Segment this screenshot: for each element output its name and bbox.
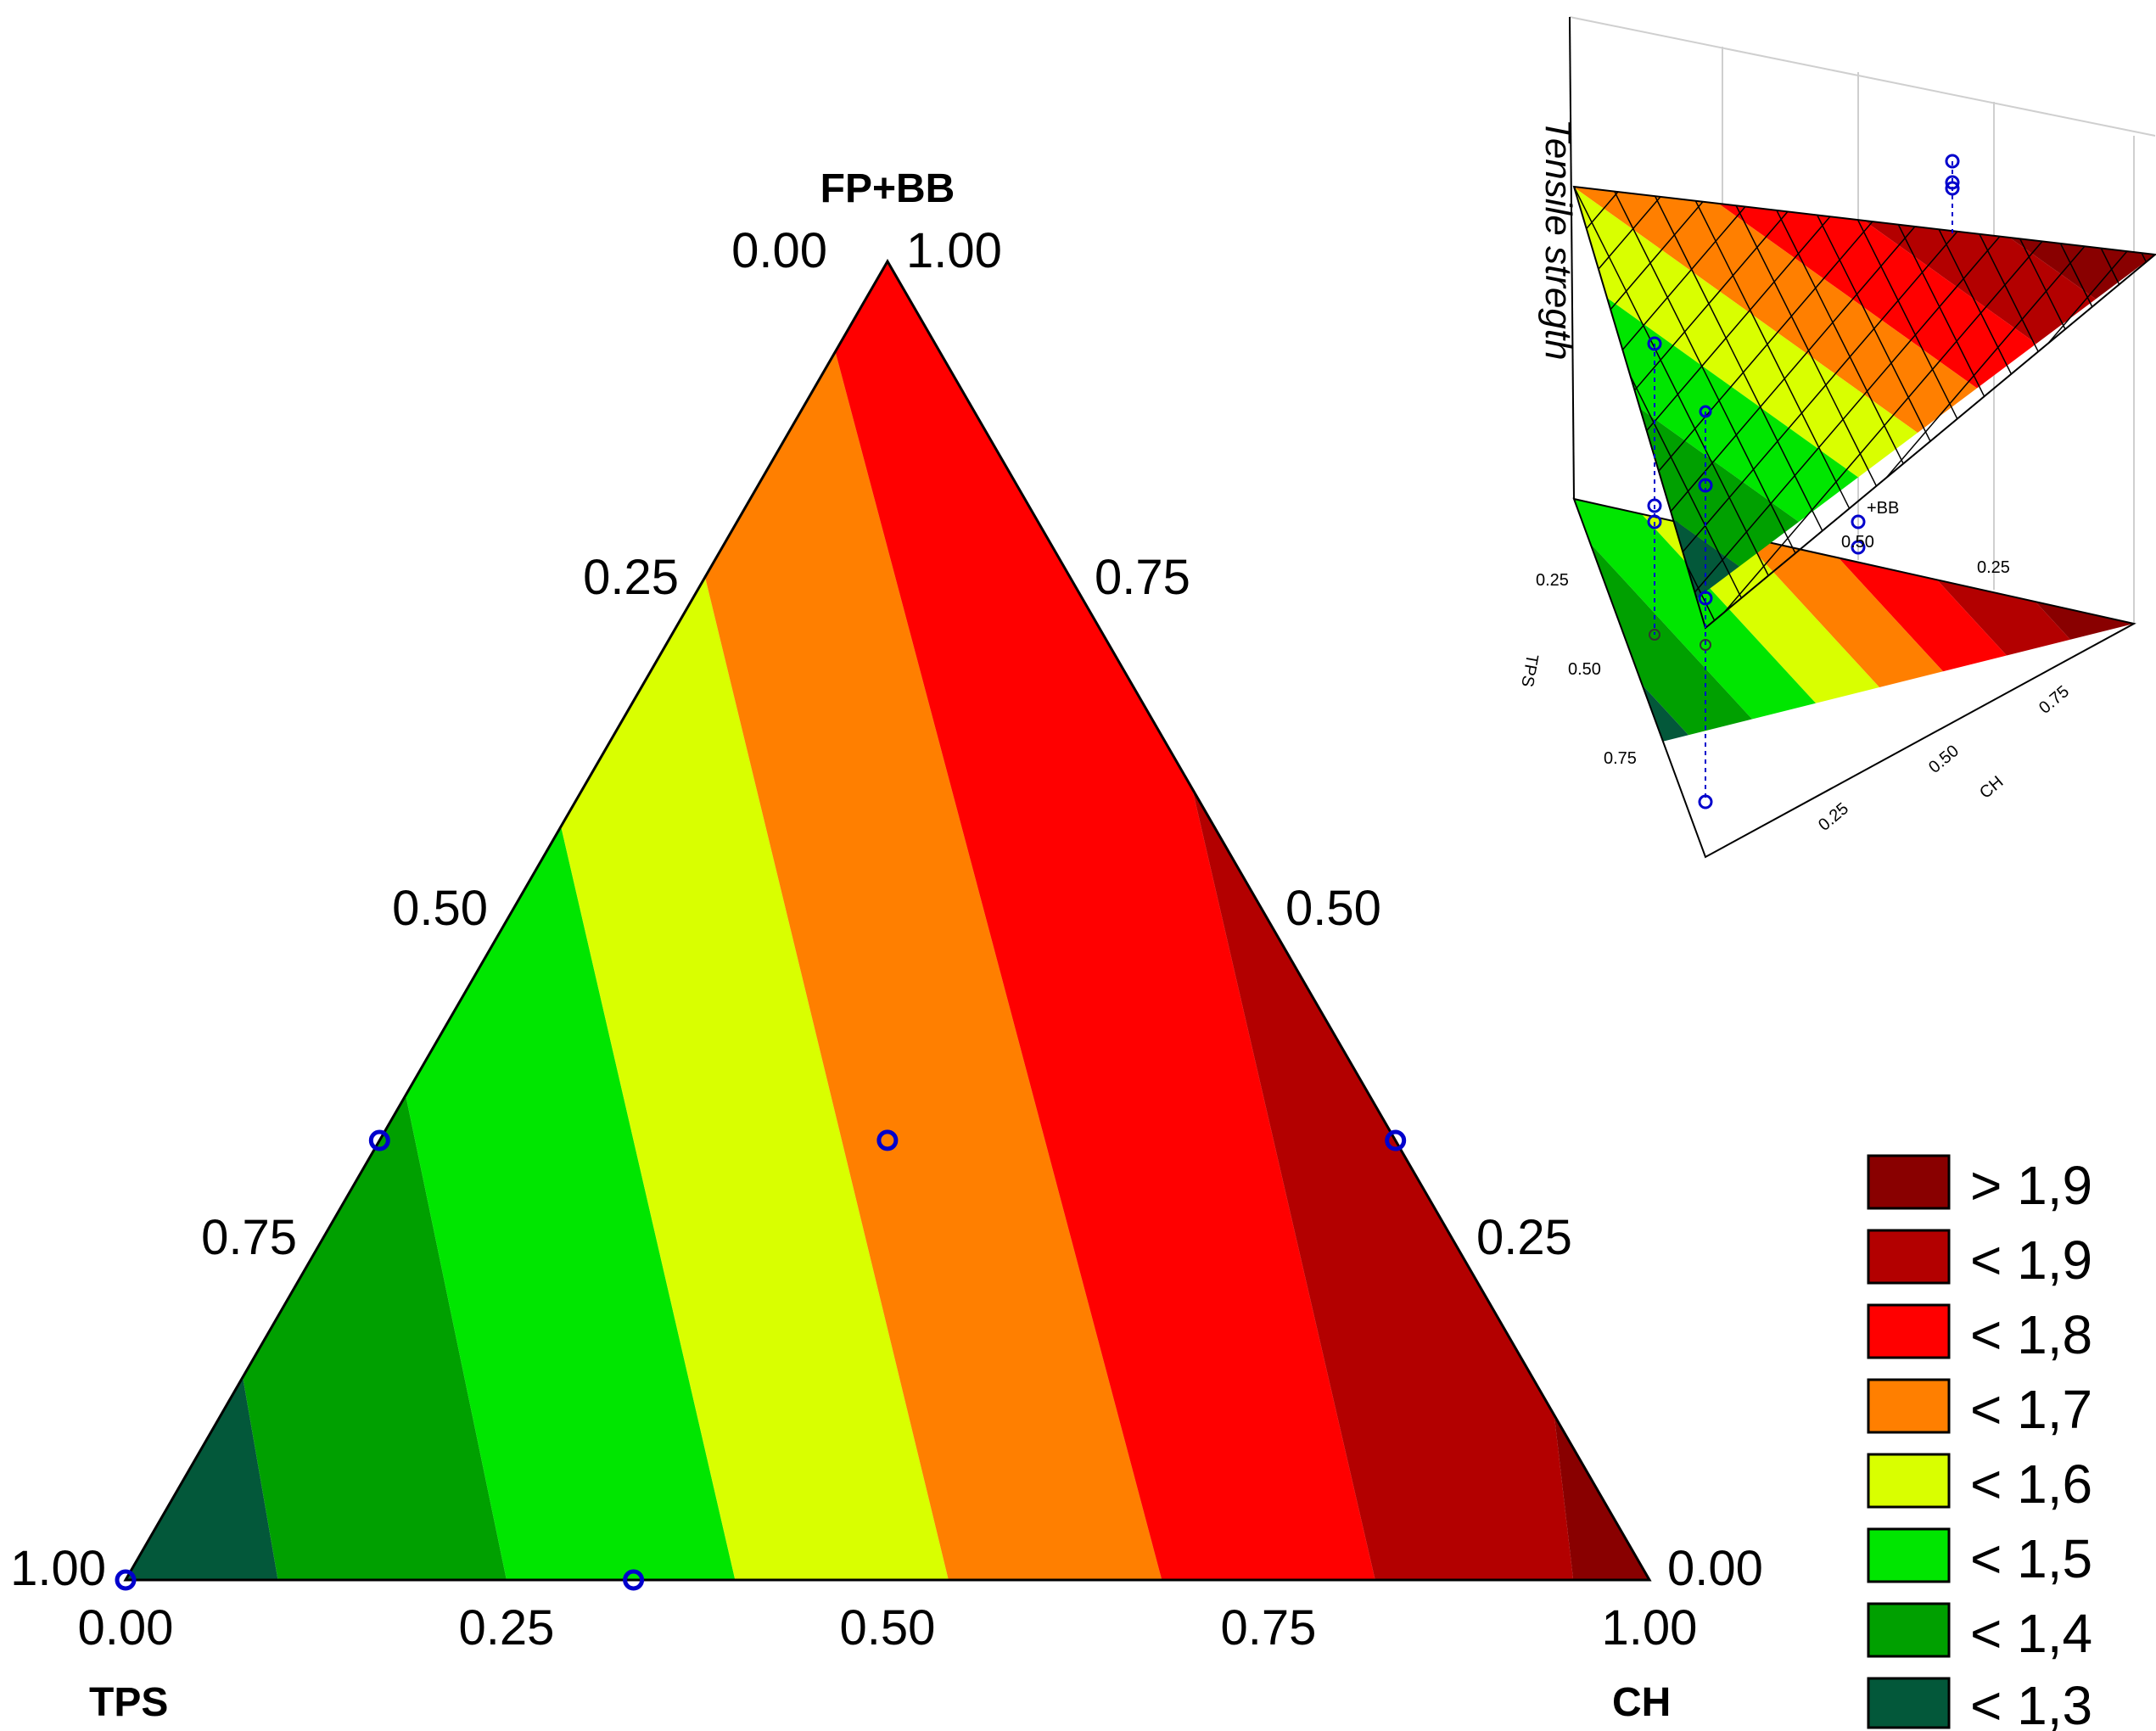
tick-label: 0.25 <box>1476 1210 1572 1265</box>
inset-mesh-line <box>1574 187 1944 628</box>
left-axis-ticks: 0.00 0.25 0.50 0.75 1.00 <box>10 223 827 1596</box>
legend-label: < 1,3 <box>1970 1675 2092 1731</box>
vertex-label-top: FP+BB <box>820 166 955 211</box>
legend-label: < 1,9 <box>1970 1230 2092 1291</box>
design-point <box>623 1569 645 1591</box>
inset-base-band <box>1574 499 1752 736</box>
inset-surface <box>1574 187 2155 611</box>
inset-mesh-line <box>1666 187 2155 628</box>
inset-tick-ch-050: 0.50 <box>1925 742 1963 777</box>
tick-label: 0.00 <box>78 1600 174 1655</box>
inset-tick-back-025: 0.25 <box>1977 558 2010 577</box>
triangle-outline <box>123 259 1652 1582</box>
tick-label: 0.25 <box>459 1600 555 1655</box>
contour-band <box>628 261 1162 1580</box>
inset-surface-band <box>1574 187 1977 433</box>
legend-swatch <box>1867 1154 1951 1210</box>
legend-label: < 1,7 <box>1970 1379 2092 1440</box>
vertex-label-right: CH <box>1612 1680 1671 1725</box>
contour-band <box>126 261 278 1580</box>
inset-z-axis <box>1569 16 1575 500</box>
legend-label: > 1,9 <box>1970 1155 2092 1216</box>
design-point <box>115 1569 137 1591</box>
inset-mesh-line <box>2040 187 2155 628</box>
inset-label-tps: TPS <box>1517 653 1541 688</box>
legend-swatch <box>1867 1677 1951 1729</box>
inset-mesh-line <box>1993 187 2155 628</box>
legend: > 1,9 < 1,9 < 1,8 < 1,7 < 1,6 < 1,5 < 1,… <box>1867 1154 2092 1731</box>
tick-label: 0.75 <box>1095 550 1190 605</box>
legend-label: < 1,5 <box>1970 1528 2092 1589</box>
inset-mesh-line <box>2061 187 2155 628</box>
inset-mesh-line <box>1620 187 2131 628</box>
tick-label: 0.25 <box>583 550 679 605</box>
legend-swatch <box>1867 1378 1951 1434</box>
contour-band <box>811 261 1375 1580</box>
legend-swatch <box>1867 1602 1951 1658</box>
design-points <box>115 1129 1407 1591</box>
inset-mesh-line <box>1184 170 1438 679</box>
inset-tick-back-050: 0.50 <box>1841 533 1874 552</box>
inset-base-band <box>1574 499 1816 720</box>
right-axis-ticks: 1.00 0.75 0.50 0.25 0.00 <box>906 223 1763 1596</box>
legend-swatch <box>1867 1303 1951 1359</box>
inset-mesh-line <box>2137 187 2155 628</box>
inset-drop-lines <box>1654 161 1953 802</box>
legend-label: < 1,4 <box>1970 1603 2092 1664</box>
inset-surface-outline <box>1572 185 2156 630</box>
inset-base-outline <box>1572 497 2136 859</box>
inset-mesh-line <box>2086 187 2155 628</box>
inset-tick-tps-050: 0.50 <box>1568 660 1601 679</box>
tick-label: 0.00 <box>731 223 827 278</box>
inset-mesh-line <box>1298 170 1553 679</box>
design-point <box>876 1129 899 1151</box>
inset-tick-tps-075: 0.75 <box>1604 749 1637 768</box>
inset-mesh-line <box>1260 170 1515 679</box>
inset-3d-surface-plot: Tensile stregth 0.25 0.50 0.75 TPS 0.25 … <box>1184 16 2156 859</box>
legend-swatch <box>1867 1453 1951 1509</box>
inset-mesh-line <box>1222 170 1476 679</box>
tick-label: 1.00 <box>1602 1600 1698 1655</box>
design-point <box>368 1129 390 1151</box>
tick-label: 0.75 <box>201 1210 297 1265</box>
inset-tick-ch-075: 0.75 <box>2036 682 2073 718</box>
legend-label: < 1,8 <box>1970 1304 2092 1365</box>
vertex-label-left: TPS <box>89 1680 168 1725</box>
inset-mesh-line <box>1574 187 1991 628</box>
inset-z-label: Tensile stregth <box>1537 119 1579 361</box>
design-point <box>1385 1129 1407 1151</box>
inset-label-fpbb: +BB <box>1867 499 1899 518</box>
inset-surface-band <box>1574 187 1918 478</box>
inset-markers <box>1647 154 1960 809</box>
tick-label: 0.50 <box>840 1600 936 1655</box>
legend-swatch <box>1867 1229 1951 1285</box>
legend-label: < 1,6 <box>1970 1454 2092 1515</box>
legend-swatch <box>1867 1527 1951 1583</box>
inset-mesh-line <box>1574 187 1897 628</box>
inset-mesh-line <box>2099 187 2155 628</box>
inset-tick-tps-025: 0.25 <box>1536 571 1569 590</box>
tick-label: 0.75 <box>1221 1600 1317 1655</box>
inset-tick-ch-025: 0.25 <box>1815 799 1852 835</box>
inset-mesh-line <box>2133 187 2155 628</box>
tick-label: 1.00 <box>906 223 1002 278</box>
inset-label-ch: CH <box>1976 772 2007 802</box>
bottom-axis-ticks: 0.00 0.25 0.50 0.75 1.00 <box>78 1600 1698 1655</box>
tick-label: 0.00 <box>1667 1541 1763 1596</box>
tick-label: 1.00 <box>10 1541 106 1596</box>
inset-base-markers <box>1649 629 1711 651</box>
inset-mesh-line <box>1574 187 1664 628</box>
tick-label: 0.50 <box>392 881 488 936</box>
tick-label: 0.50 <box>1285 881 1381 936</box>
